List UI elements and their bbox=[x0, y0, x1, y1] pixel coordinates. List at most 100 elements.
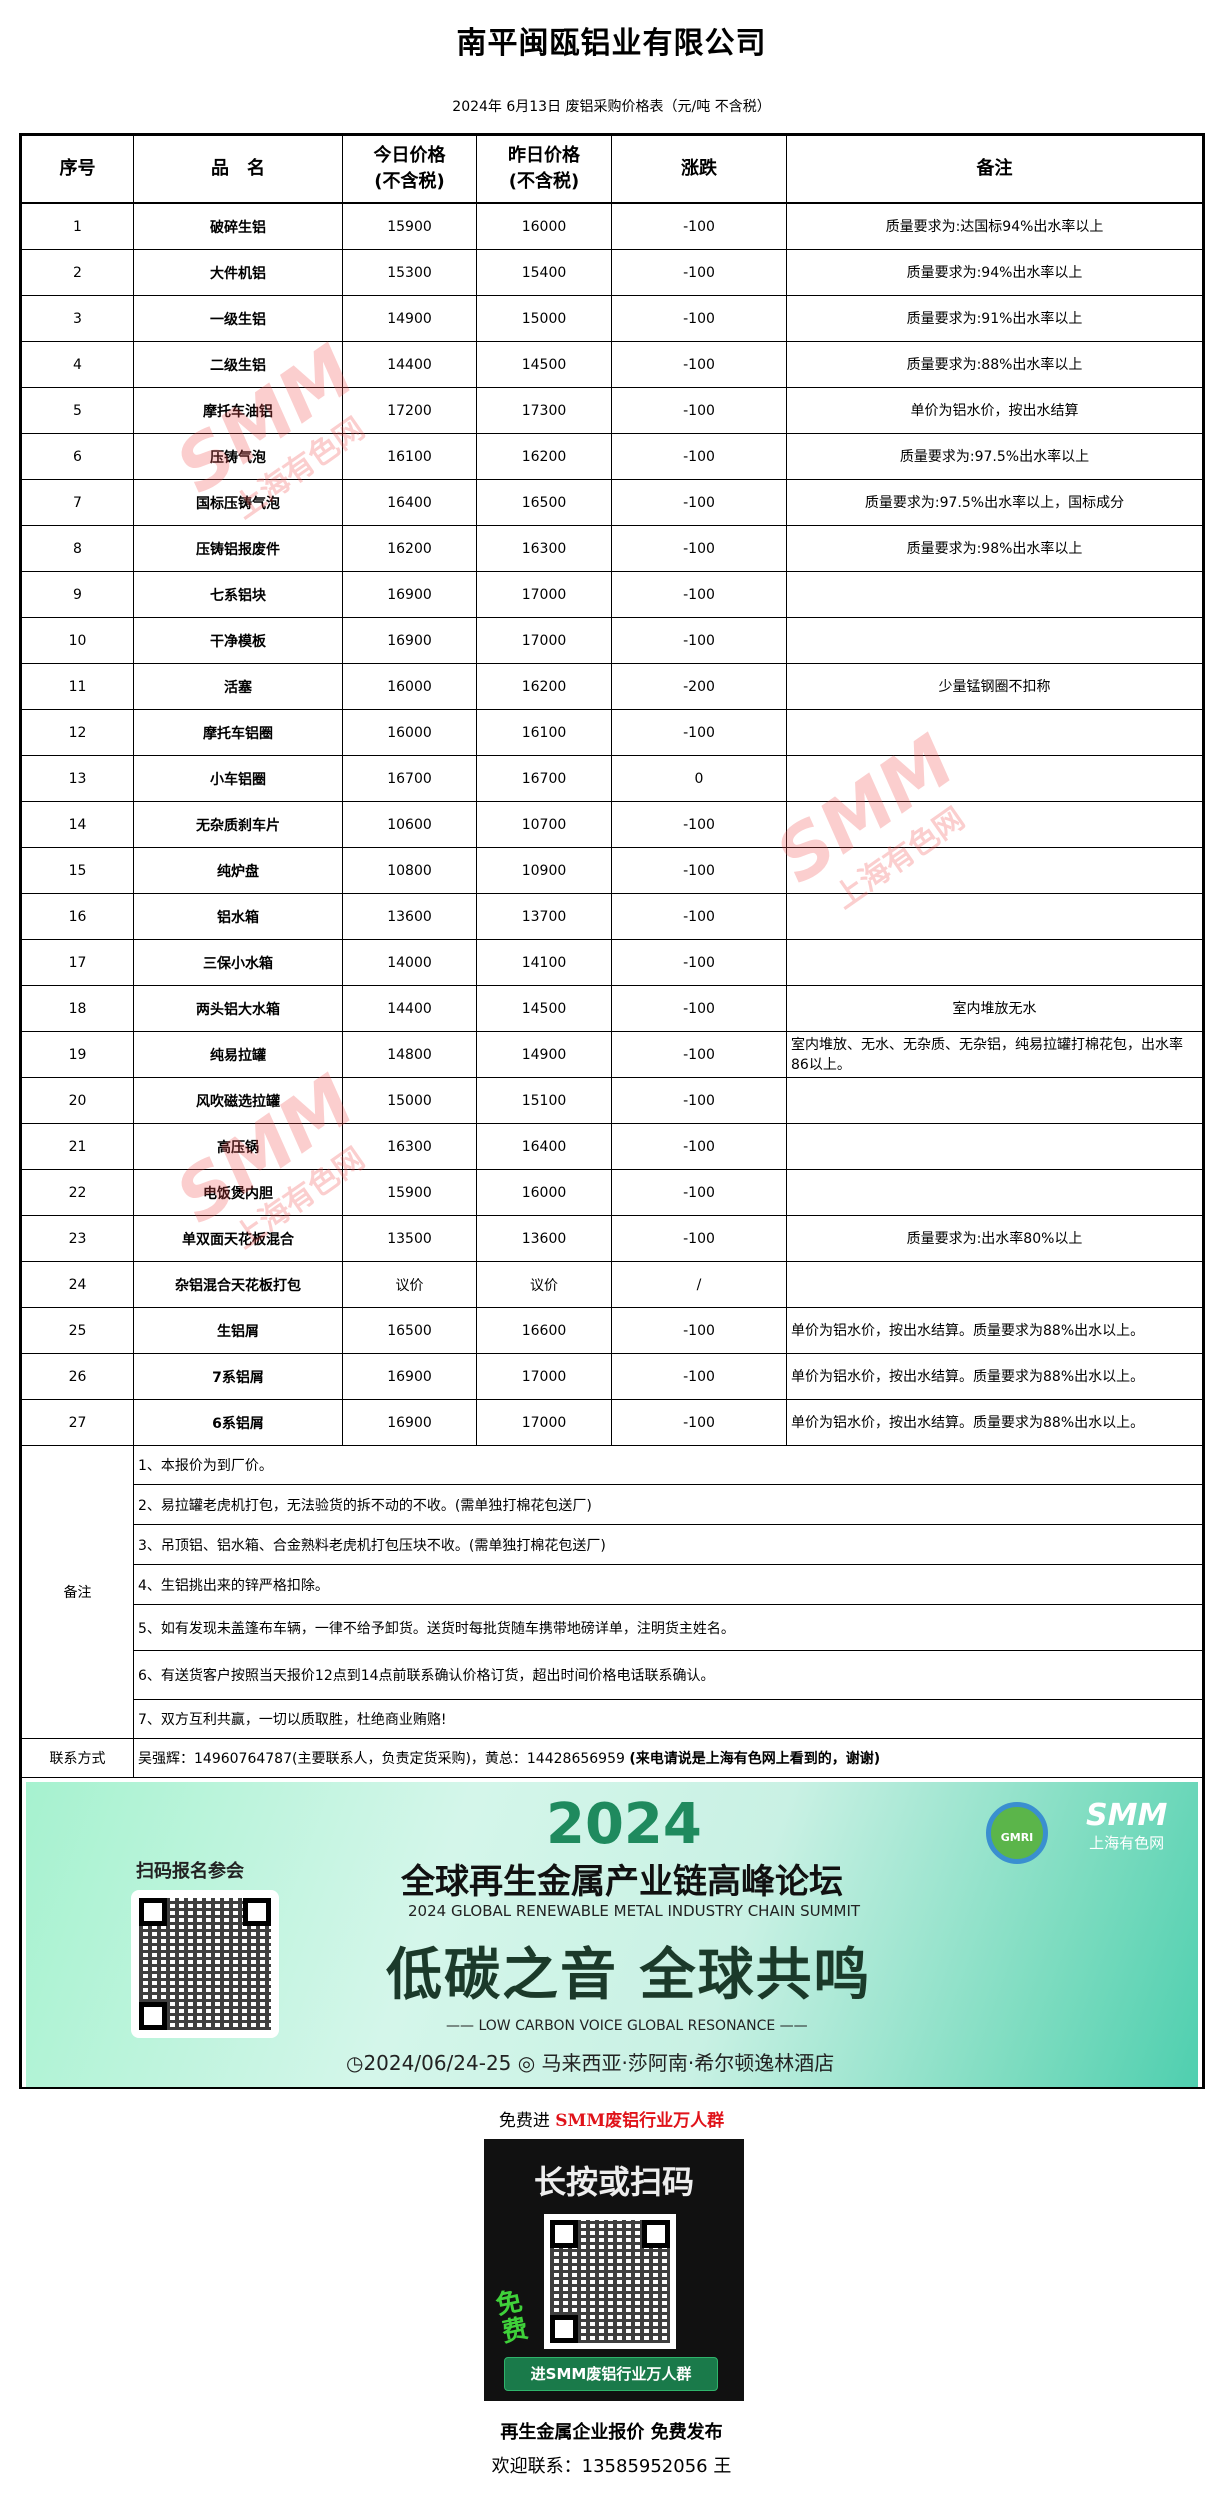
cell-note: 质量要求为:98%出水率以上 bbox=[786, 525, 1203, 572]
cell-today-price: 16300 bbox=[342, 1123, 477, 1170]
cell-today-price: 14000 bbox=[342, 939, 477, 986]
price-table: 序号 品 名 今日价格 (不含税) 昨日价格 (不含税) 涨跌 备注 1 破碎生铝… bbox=[21, 135, 1203, 2087]
table-row: 25 生铝屑 16500 16600 -100 单价为铝水价，按出水结算。质量要求为88%… bbox=[21, 1307, 1203, 1354]
cell-name: 七系铝块 bbox=[133, 571, 343, 618]
contact-label: 联系方式 bbox=[21, 1738, 134, 1778]
remark-row: 5、如有发现未盖篷布车辆，一律不给予卸货。送货时每批货随车携带地磅详单，注明货主… bbox=[22, 1604, 1203, 1651]
cell-today-price: 16900 bbox=[342, 617, 477, 664]
cell-note: 质量要求为:出水率80%以上 bbox=[786, 1215, 1203, 1262]
cell-name: 两头铝大水箱 bbox=[133, 985, 343, 1032]
cell-note: 质量要求为:88%出水率以上 bbox=[786, 341, 1203, 388]
table-row: 8 压铸铝报废件 16200 16300 -100 质量要求为:98%出水率以上 bbox=[21, 525, 1203, 572]
cell-no: 9 bbox=[21, 571, 134, 618]
cell-yesterday-price: 议价 bbox=[476, 1261, 612, 1308]
remarks-label: 备注 bbox=[21, 1445, 134, 1739]
cell-today-price: 16700 bbox=[342, 755, 477, 802]
cell-name: 二级生铝 bbox=[133, 341, 343, 388]
cell-yesterday-price: 15000 bbox=[476, 295, 612, 342]
cell-no: 21 bbox=[21, 1123, 134, 1170]
header-yesterday-price: 昨日价格 (不含税) bbox=[476, 135, 612, 204]
cell-change: -100 bbox=[611, 387, 787, 434]
summit-banner[interactable]: 2024 扫码报名参会 全球再生金属产业链高峰论坛 2024 GLOBAL RE… bbox=[26, 1782, 1198, 2087]
cell-note: 质量要求为:达国标94%出水率以上 bbox=[786, 202, 1203, 250]
cell-name: 摩托车油铝 bbox=[133, 387, 343, 434]
contact-row: 联系方式 吴强辉：14960764787(主要联系人，负责定货采购)，黄总：14… bbox=[21, 1738, 1203, 1778]
cell-name: 小车铝圈 bbox=[133, 755, 343, 802]
table-row: 3 一级生铝 14900 15000 -100 质量要求为:91%出水率以上 bbox=[21, 295, 1203, 342]
cell-no: 24 bbox=[21, 1261, 134, 1308]
cell-today-price: 15000 bbox=[342, 1077, 477, 1124]
banner-qr-code[interactable] bbox=[131, 1890, 279, 2038]
cell-today-price: 10800 bbox=[342, 847, 477, 894]
table-row: 1 破碎生铝 15900 16000 -100 质量要求为:达国标94%出水率以上 bbox=[21, 202, 1203, 250]
cell-no: 10 bbox=[21, 617, 134, 664]
cell-no: 23 bbox=[21, 1215, 134, 1262]
remark-item: 2、易拉罐老虎机打包，无法验货的拆不动的不收。(需单独打棉花包送厂) bbox=[133, 1484, 1203, 1525]
cell-yesterday-price: 10900 bbox=[476, 847, 612, 894]
group-qr-code[interactable] bbox=[544, 2214, 676, 2349]
cell-today-price: 14800 bbox=[342, 1031, 477, 1078]
remark-row: 2、易拉罐老虎机打包，无法验货的拆不动的不收。(需单独打棉花包送厂) bbox=[22, 1484, 1203, 1525]
cell-change: -100 bbox=[611, 1307, 787, 1354]
cell-note bbox=[786, 617, 1203, 664]
table-row: 9 七系铝块 16900 17000 -100 bbox=[21, 571, 1203, 618]
cell-yesterday-price: 15100 bbox=[476, 1077, 612, 1124]
cell-no: 20 bbox=[21, 1077, 134, 1124]
cell-no: 15 bbox=[21, 847, 134, 894]
cell-yesterday-price: 16400 bbox=[476, 1123, 612, 1170]
table-row: 4 二级生铝 14400 14500 -100 质量要求为:88%出水率以上 bbox=[21, 341, 1203, 388]
header-today-price: 今日价格 (不含税) bbox=[342, 135, 477, 204]
cell-today-price: 14900 bbox=[342, 295, 477, 342]
cell-change: -100 bbox=[611, 571, 787, 618]
cell-name: 三保小水箱 bbox=[133, 939, 343, 986]
cell-yesterday-price: 17000 bbox=[476, 571, 612, 618]
remark-row: 7、双方互利共赢，一切以质取胜，杜绝商业贿赂! bbox=[22, 1699, 1203, 1739]
table-row: 15 纯炉盘 10800 10900 -100 bbox=[21, 847, 1203, 894]
qr-card-button[interactable]: 进SMM废铝行业万人群 bbox=[504, 2357, 718, 2391]
cell-change: 0 bbox=[611, 755, 787, 802]
cell-name: 6系铝屑 bbox=[133, 1399, 343, 1446]
table-row: 26 7系铝屑 16900 17000 -100 单价为铝水价，按出水结算。质量要求为88… bbox=[21, 1353, 1203, 1400]
cell-today-price: 16400 bbox=[342, 479, 477, 526]
table-row: 20 风吹磁选拉罐 15000 15100 -100 bbox=[21, 1077, 1203, 1124]
cell-note bbox=[786, 1077, 1203, 1124]
cell-note: 少量锰钢圈不扣称 bbox=[786, 663, 1203, 710]
table-row: 14 无杂质刹车片 10600 10700 -100 bbox=[21, 801, 1203, 848]
cell-name: 生铝屑 bbox=[133, 1307, 343, 1354]
table-row: 21 高压锅 16300 16400 -100 bbox=[21, 1123, 1203, 1170]
table-row: 12 摩托车铝圈 16000 16100 -100 bbox=[21, 709, 1203, 756]
header-note: 备注 bbox=[786, 135, 1203, 204]
join-group-text: 免费进 SMM废铝行业万人群 bbox=[498, 2111, 725, 2131]
table-row: 19 纯易拉罐 14800 14900 -100 室内堆放、无水、无杂质、无杂铝，纯易拉罐… bbox=[21, 1031, 1203, 1078]
qr-card-free: 免费 bbox=[493, 2286, 531, 2349]
remark-item: 6、有送货客户按照当天报价12点到14点前联系确认价格订货，超出时间价格电话联系… bbox=[133, 1650, 1203, 1700]
cell-change: -100 bbox=[611, 1215, 787, 1262]
cell-note bbox=[786, 571, 1203, 618]
cell-note: 质量要求为:91%出水率以上 bbox=[786, 295, 1203, 342]
group-qr-card[interactable]: 长按或扫码 免费 进SMM废铝行业万人群 bbox=[484, 2139, 744, 2401]
banner-slogan: 低碳之音 全球共鸣 bbox=[386, 1943, 872, 2008]
table-row: 7 国标压铸气泡 16400 16500 -100 质量要求为:97.5%出水率以上，国标… bbox=[21, 479, 1203, 526]
cell-name: 国标压铸气泡 bbox=[133, 479, 343, 526]
table-row: 22 电饭煲内胆 15900 16000 -100 bbox=[21, 1169, 1203, 1216]
cell-yesterday-price: 16000 bbox=[476, 202, 612, 250]
gmri-logo: GMRI bbox=[986, 1802, 1048, 1864]
cell-today-price: 17200 bbox=[342, 387, 477, 434]
join-group-link[interactable]: SMM废铝行业万人群 bbox=[555, 2111, 725, 2131]
cell-note: 室内堆放无水 bbox=[786, 985, 1203, 1032]
cell-change: -100 bbox=[611, 341, 787, 388]
cell-yesterday-price: 17300 bbox=[476, 387, 612, 434]
cell-name: 活塞 bbox=[133, 663, 343, 710]
remark-row: 6、有送货客户按照当天报价12点到14点前联系确认价格订货，超出时间价格电话联系… bbox=[22, 1650, 1203, 1700]
smm-logo: SMM 上海有色网 bbox=[1086, 1798, 1168, 1853]
cell-note bbox=[786, 1261, 1203, 1308]
cell-note: 单价为铝水价，按出水结算。质量要求为88%出水以上。 bbox=[786, 1307, 1203, 1354]
cell-yesterday-price: 14100 bbox=[476, 939, 612, 986]
cell-name: 压铸铝报废件 bbox=[133, 525, 343, 572]
cell-yesterday-price: 10700 bbox=[476, 801, 612, 848]
table-row: 16 铝水箱 13600 13700 -100 bbox=[21, 893, 1203, 940]
cell-change: -100 bbox=[611, 1031, 787, 1078]
cell-yesterday-price: 16200 bbox=[476, 433, 612, 480]
table-row: 17 三保小水箱 14000 14100 -100 bbox=[21, 939, 1203, 986]
cell-note bbox=[786, 801, 1203, 848]
